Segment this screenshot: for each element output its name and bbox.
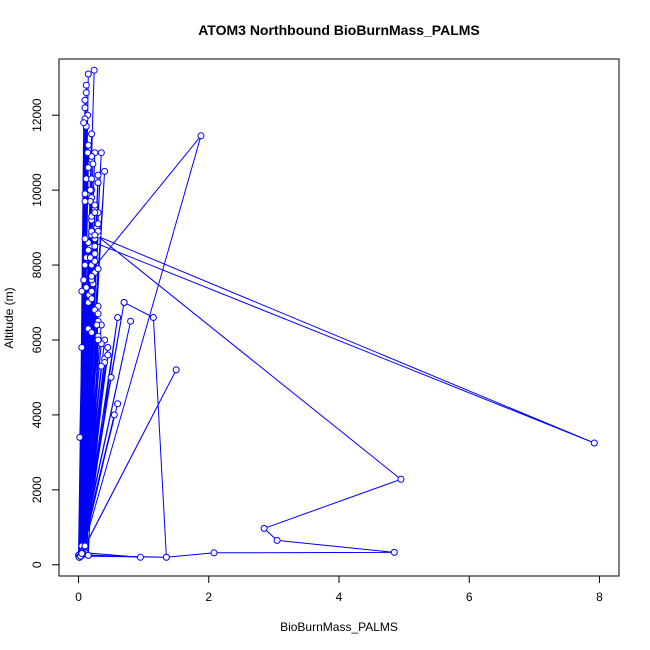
data-point bbox=[82, 89, 90, 97]
data-point bbox=[81, 96, 89, 104]
data-point bbox=[107, 373, 115, 381]
data-point bbox=[101, 167, 109, 175]
x-axis-label: BioBurnMass_PALMS bbox=[280, 620, 398, 634]
data-point bbox=[273, 536, 281, 544]
data-point bbox=[82, 284, 90, 291]
data-point bbox=[93, 321, 101, 329]
data-point bbox=[97, 362, 105, 370]
y-axis-label: Altitude (m) bbox=[2, 287, 16, 348]
data-point bbox=[97, 149, 105, 157]
data-point bbox=[88, 130, 96, 138]
data-point bbox=[91, 242, 99, 250]
data-point bbox=[76, 433, 84, 441]
y-tick-label: 0 bbox=[30, 561, 44, 568]
data-point bbox=[94, 179, 102, 187]
data-point bbox=[78, 550, 86, 557]
y-tick-label: 6000 bbox=[30, 326, 44, 353]
data-point bbox=[91, 257, 99, 265]
data-point bbox=[82, 81, 90, 89]
data-point bbox=[104, 351, 112, 359]
data-point bbox=[104, 344, 112, 351]
y-tick-label: 4000 bbox=[30, 401, 44, 428]
data-point bbox=[84, 246, 92, 254]
data-point bbox=[120, 299, 128, 306]
data-point bbox=[114, 400, 122, 408]
data-point bbox=[94, 220, 102, 228]
data-point bbox=[590, 439, 598, 447]
data-point bbox=[88, 329, 96, 336]
data-point bbox=[136, 553, 144, 561]
data-point bbox=[84, 70, 92, 78]
data-point bbox=[84, 141, 92, 149]
x-tick-label: 0 bbox=[75, 590, 82, 604]
data-point bbox=[81, 104, 89, 112]
data-point bbox=[86, 254, 94, 262]
chart-title: ATOM3 Northbound BioBurnMass_PALMS bbox=[198, 22, 480, 38]
x-axis: 0 2 4 6 8 bbox=[75, 575, 603, 604]
data-point bbox=[89, 160, 97, 168]
data-point bbox=[84, 164, 92, 172]
data-point bbox=[88, 272, 96, 280]
data-point bbox=[94, 310, 102, 318]
data-point bbox=[91, 201, 99, 209]
data-point bbox=[91, 209, 99, 217]
data-point bbox=[397, 475, 405, 483]
data-point bbox=[91, 231, 99, 239]
data-point bbox=[86, 186, 94, 194]
data-point bbox=[94, 171, 102, 179]
data-point bbox=[94, 336, 102, 344]
plot-area-frame bbox=[58, 58, 620, 577]
data-point bbox=[90, 66, 98, 74]
y-tick-label: 8000 bbox=[30, 251, 44, 278]
data-point bbox=[80, 276, 88, 284]
data-point bbox=[84, 149, 92, 157]
data-point bbox=[94, 265, 102, 273]
x-tick-label: 6 bbox=[466, 590, 473, 604]
data-point bbox=[78, 344, 86, 351]
x-tick-label: 8 bbox=[596, 590, 603, 604]
data-point bbox=[88, 175, 96, 183]
y-tick-label: 10000 bbox=[30, 173, 44, 207]
data-point bbox=[162, 553, 170, 561]
data-point bbox=[110, 411, 118, 419]
data-point bbox=[390, 548, 398, 556]
data-point bbox=[80, 119, 88, 127]
data-point bbox=[197, 132, 205, 140]
data-point bbox=[149, 314, 157, 321]
data-point bbox=[84, 551, 92, 559]
data-point bbox=[114, 314, 122, 321]
series-layer bbox=[75, 66, 598, 561]
data-point bbox=[81, 261, 89, 269]
data-point bbox=[88, 287, 96, 295]
x-tick-label: 2 bbox=[205, 590, 212, 604]
data-point bbox=[91, 250, 99, 258]
data-point bbox=[127, 317, 135, 325]
data-point bbox=[260, 524, 268, 532]
data-point bbox=[81, 190, 89, 198]
data-point bbox=[88, 295, 96, 303]
data-point bbox=[81, 542, 89, 550]
series-line bbox=[78, 70, 595, 558]
data-point bbox=[81, 197, 89, 205]
data-point bbox=[172, 366, 180, 374]
y-tick-label: 12000 bbox=[30, 98, 44, 132]
x-tick-label: 4 bbox=[336, 590, 343, 604]
y-axis: 0 2000 4000 6000 8000 10000 12000 bbox=[30, 98, 60, 568]
data-point bbox=[210, 549, 218, 557]
data-point bbox=[81, 235, 89, 243]
data-point bbox=[78, 287, 86, 295]
y-tick-label: 2000 bbox=[30, 476, 44, 503]
